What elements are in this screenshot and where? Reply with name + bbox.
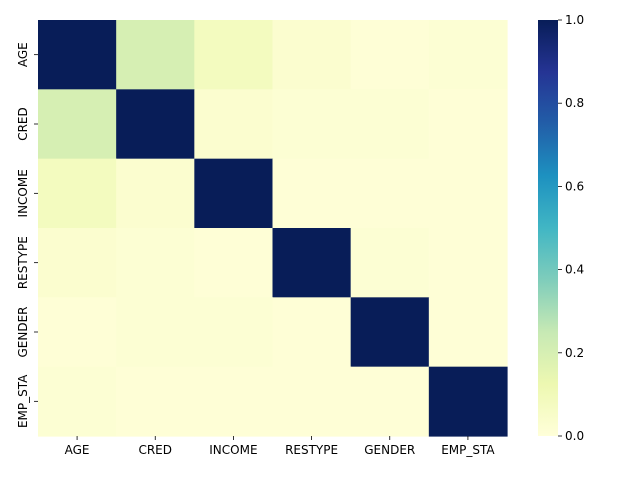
x-tick-label: GENDER — [364, 443, 415, 457]
heatmap-cell — [194, 89, 274, 160]
x-axis-ticks: AGE CRED INCOME RESTYPE GENDER EMP_STA — [65, 436, 495, 457]
y-tick-label: AGE — [16, 42, 30, 67]
x-tick-label: AGE — [65, 443, 90, 457]
y-tick-label: RESTYPE — [16, 236, 30, 289]
heatmap-cell — [116, 158, 195, 229]
heatmap-cells — [38, 20, 508, 437]
heatmap-cell — [116, 89, 195, 160]
heatmap-cell — [194, 297, 274, 368]
colorbar-tick-label: 0.0 — [565, 429, 584, 443]
heatmap-cell — [194, 228, 274, 298]
heatmap-cell — [428, 366, 508, 437]
heatmap-cell — [38, 297, 117, 368]
heatmap-cell — [272, 366, 352, 437]
heatmap-cell — [116, 366, 195, 437]
heatmap-cell — [116, 228, 195, 298]
heatmap-cell — [272, 158, 352, 229]
heatmap-cell — [350, 228, 430, 298]
x-tick-label: CRED — [138, 443, 172, 457]
heatmap-cell — [428, 228, 508, 298]
colorbar-tick-label: 0.6 — [565, 179, 584, 193]
heatmap-cell — [350, 158, 430, 229]
heatmap-cell — [38, 20, 117, 90]
heatmap-cell — [194, 158, 274, 229]
heatmap-cell — [38, 366, 117, 437]
colorbar-tick-label: 1.0 — [565, 13, 584, 27]
heatmap-cell — [350, 89, 430, 160]
heatmap-cell — [350, 20, 430, 90]
heatmap-cell — [194, 20, 274, 90]
heatmap-cell — [428, 20, 508, 90]
y-tick-label: GENDER — [16, 306, 30, 357]
heatmap-cell — [272, 20, 352, 90]
colorbar-tick-label: 0.4 — [565, 263, 584, 277]
heatmap-cell — [350, 366, 430, 437]
y-tick-label: CRED — [16, 107, 30, 141]
heatmap-cell — [38, 89, 117, 160]
heatmap-cell — [428, 158, 508, 229]
heatmap-cell — [194, 366, 274, 437]
heatmap-cell — [116, 20, 195, 90]
y-axis-ticks: AGE CRED INCOME RESTYPE GENDER EMP_STA — [16, 42, 38, 428]
colorbar-ticks: 0.0 0.2 0.4 0.6 0.8 1.0 — [558, 13, 584, 443]
colorbar — [538, 20, 558, 436]
heatmap-cell — [428, 89, 508, 160]
heatmap-cell — [272, 89, 352, 160]
heatmap-cell — [38, 158, 117, 229]
heatmap-cell — [428, 297, 508, 368]
x-tick-label: RESTYPE — [285, 443, 338, 457]
x-tick-label: INCOME — [209, 443, 257, 457]
heatmap-cell — [350, 297, 430, 368]
heatmap-cell — [38, 228, 117, 298]
x-tick-label: EMP_STA — [441, 443, 495, 457]
colorbar-tick-label: 0.8 — [565, 96, 584, 110]
y-tick-label: EMP_STA — [16, 374, 30, 428]
colorbar-tick-label: 0.2 — [565, 346, 584, 360]
heatmap-cell — [116, 297, 195, 368]
heatmap-cell — [272, 228, 352, 298]
heatmap-cell — [272, 297, 352, 368]
colorbar-gradient — [538, 20, 558, 436]
y-tick-label: INCOME — [16, 169, 30, 217]
